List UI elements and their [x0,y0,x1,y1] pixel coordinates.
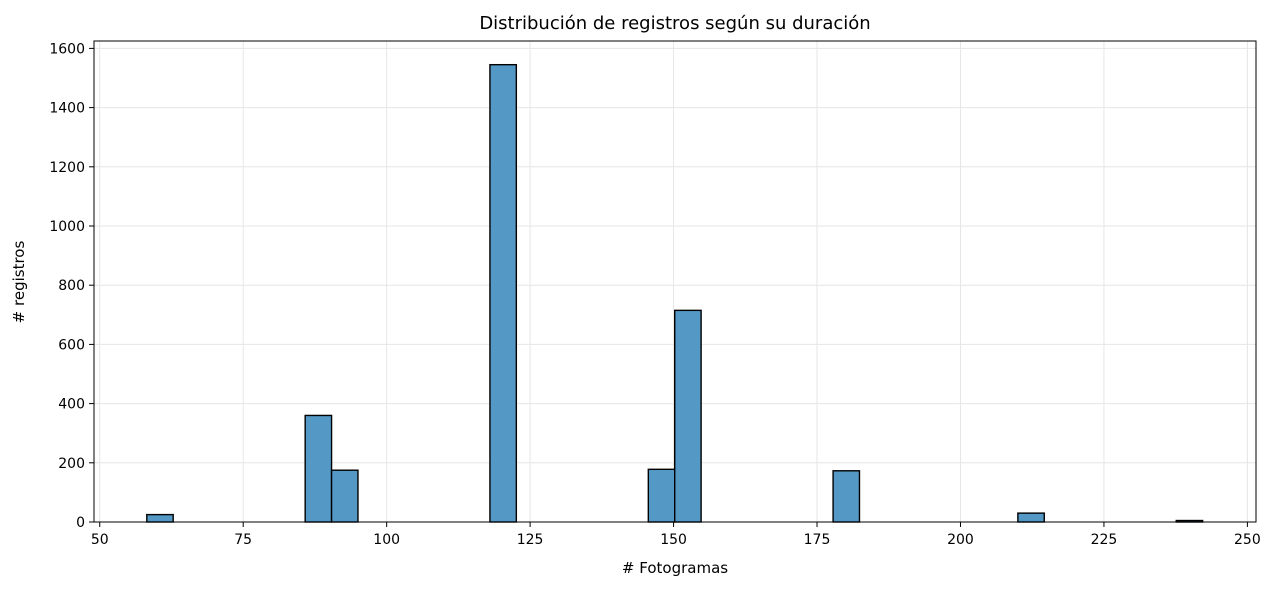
y-tick-label: 1600 [49,41,85,57]
histogram-bar [489,63,518,523]
histogram-bar [146,513,174,523]
histogram-bar [674,309,702,523]
histogram-bar [647,468,676,523]
bars [146,63,1204,523]
x-tick-label: 75 [234,532,252,548]
chart-title: Distribución de registros según su durac… [479,13,870,34]
y-tick-label: 800 [58,278,85,294]
y-tick-label: 0 [76,515,85,531]
y-tick-label: 600 [58,337,85,353]
x-tick-label: 250 [1234,532,1261,548]
y-tick-label: 1000 [49,219,85,235]
x-tick-label: 50 [91,532,109,548]
x-tick-label: 100 [373,532,400,548]
x-tick-label: 150 [660,532,687,548]
x-tick-label: 125 [517,532,544,548]
x-axis-title: # Fotogramas [622,559,728,577]
y-tick-label: 400 [58,397,85,413]
y-axis-title: # registros [10,241,28,324]
plot-frame [93,40,1257,523]
y-tick-label: 1400 [49,101,85,117]
x-tick-label: 200 [947,532,974,548]
histogram-bar [1017,512,1045,523]
y-axis: 0 200 400 600 800 1000 1200 1400 1600 [49,41,94,531]
x-tick-label: 225 [1091,532,1118,548]
histogram-bar [304,414,333,523]
y-tick-label: 200 [58,456,85,472]
x-axis: 50 75 100 125 150 175 200 225 250 [91,522,1261,548]
histogram-bar [832,470,861,523]
y-tick-label: 1200 [49,160,85,176]
x-tick-label: 175 [804,532,831,548]
histogram-bar [330,469,359,523]
